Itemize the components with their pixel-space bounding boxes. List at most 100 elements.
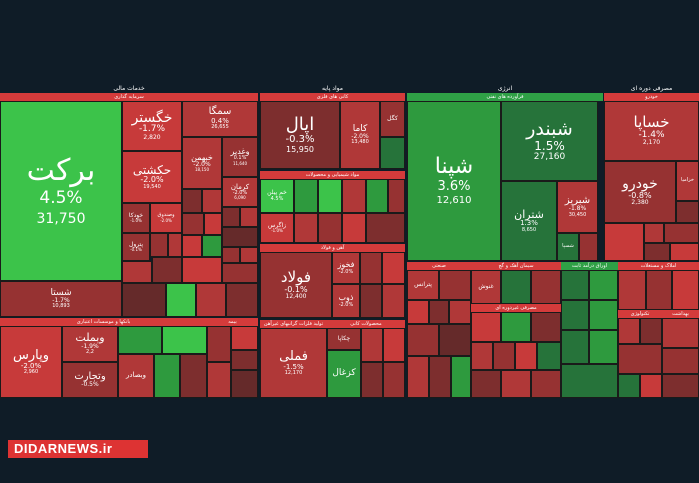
- tile-khodka[interactable]: خودکا -1.0%: [122, 203, 150, 233]
- tile-chekapa[interactable]: چکاپا: [327, 328, 361, 350]
- tile-cn-2[interactable]: [501, 312, 531, 342]
- tile-shasina[interactable]: شسپا: [557, 233, 579, 261]
- tile-small-16[interactable]: [182, 257, 222, 283]
- tile-small-4[interactable]: [204, 213, 222, 235]
- tile-cn-5[interactable]: [493, 342, 515, 370]
- tile-tel-3[interactable]: [662, 374, 699, 398]
- tile-zagros[interactable]: زاگرس -1.0%: [260, 213, 294, 243]
- tile-fi-1[interactable]: [561, 270, 589, 300]
- tile-ind-6[interactable]: [407, 324, 439, 356]
- tile-shasta[interactable]: شستا -1.7% 10,893: [0, 281, 122, 317]
- tile-small-13[interactable]: [240, 247, 258, 263]
- tile-ins-1[interactable]: [207, 326, 231, 362]
- tile-small-20[interactable]: [196, 283, 226, 317]
- tile-ins-2[interactable]: [231, 326, 258, 350]
- tile-re-1[interactable]: [618, 270, 646, 310]
- tile-tel-1[interactable]: [662, 318, 699, 348]
- tile-auto-7[interactable]: [664, 223, 699, 243]
- tile-small-15[interactable]: [152, 257, 182, 283]
- tile-fi-2[interactable]: [589, 270, 618, 300]
- tile-khodro[interactable]: خودرو -0.8% 2,380: [604, 161, 676, 223]
- tile-tel-2[interactable]: [662, 348, 699, 374]
- tile-agr-3[interactable]: [531, 270, 561, 304]
- tile-ind-8[interactable]: [407, 356, 429, 398]
- tile-fi-4[interactable]: [589, 300, 618, 330]
- tile-energy-6[interactable]: [579, 233, 598, 261]
- tile-minp-3[interactable]: [361, 328, 383, 362]
- tile-vapars[interactable]: وپارس -2.0% 2,960: [0, 326, 62, 398]
- tile-small-9[interactable]: [182, 235, 202, 257]
- tile-vtejarat[interactable]: وتجارت -0.5%: [62, 362, 118, 398]
- tile-cn-6[interactable]: [515, 342, 537, 370]
- tile-khazar[interactable]: خزامیا: [676, 161, 699, 201]
- tile-steel-6[interactable]: [360, 284, 382, 318]
- tile-cn-7[interactable]: [537, 342, 561, 370]
- tile-chem-5[interactable]: [366, 179, 388, 213]
- tile-fi-7[interactable]: [561, 364, 618, 398]
- tile-khamiya[interactable]: خم پیلن 4.5%: [260, 179, 294, 213]
- tile-small-17[interactable]: [222, 263, 258, 283]
- tile-cn-3[interactable]: [531, 312, 561, 342]
- tile-kama[interactable]: کاما -2.0% 13,480: [340, 101, 380, 169]
- tile-chem-4[interactable]: [342, 179, 366, 213]
- tile-small-19[interactable]: [166, 283, 196, 317]
- tile-chem-11[interactable]: [366, 213, 405, 243]
- tile-semga[interactable]: سمگا 0.4% 26,655: [182, 101, 258, 137]
- tile-zob[interactable]: ذوب -2.0%: [332, 284, 360, 318]
- tile-barakat[interactable]: برکت 4.5% 31,750: [0, 101, 122, 281]
- tile-ind-9[interactable]: [429, 356, 451, 398]
- tile-ind-4[interactable]: [429, 300, 449, 324]
- tile-small-11[interactable]: [222, 227, 258, 247]
- tile-minp-4[interactable]: [383, 328, 405, 362]
- tile-small-5[interactable]: [222, 207, 240, 227]
- tile-ind-2[interactable]: [439, 270, 471, 300]
- tile-small-12[interactable]: [222, 247, 240, 263]
- tile-auto-4[interactable]: [676, 201, 699, 223]
- tile-cn-1[interactable]: [471, 312, 501, 342]
- tile-chem-6[interactable]: [388, 179, 405, 213]
- tile-fameli[interactable]: فملی -1.5% 12,170: [260, 328, 327, 398]
- tile-ins-3[interactable]: [231, 350, 258, 370]
- tile-minp-5[interactable]: [361, 362, 383, 398]
- tile-chem-9[interactable]: [318, 213, 342, 243]
- tile-tech-1[interactable]: [618, 318, 640, 344]
- tile-re-3[interactable]: [672, 270, 699, 310]
- tile-chem-3[interactable]: [318, 179, 342, 213]
- tile-fi-6[interactable]: [589, 330, 618, 364]
- tile-cn-10[interactable]: [531, 370, 561, 398]
- tile-min-4[interactable]: [380, 137, 405, 169]
- tile-small-2[interactable]: [202, 189, 222, 213]
- tile-fulad[interactable]: فولاد -0.1% 12,400: [260, 252, 332, 318]
- tile-apal[interactable]: اپال -0.3% 15,950: [260, 101, 340, 169]
- tile-shepna[interactable]: شپنا 3.6% 12,610: [407, 101, 501, 261]
- tile-ind-10[interactable]: [451, 356, 471, 398]
- tile-chem-8[interactable]: [294, 213, 318, 243]
- tile-small-3[interactable]: [182, 213, 204, 235]
- tile-shabandar[interactable]: شبندر 1.5% 27,160: [501, 101, 598, 181]
- tile-vaghadir[interactable]: وغدیر 0.1% 11,640: [222, 137, 258, 177]
- tile-auto-6[interactable]: [644, 223, 664, 243]
- tile-bank-3[interactable]: [162, 326, 207, 354]
- tile-tech-5[interactable]: [640, 374, 662, 398]
- tile-ins-5[interactable]: [231, 370, 258, 398]
- tile-steel-4[interactable]: [360, 252, 382, 284]
- tile-small-18[interactable]: [122, 283, 166, 317]
- tile-auto-5[interactable]: [604, 223, 644, 261]
- tile-fakhoz[interactable]: فخوز -2.0%: [332, 252, 360, 284]
- tile-khgostar[interactable]: خگستر -1.7% 2,820: [122, 101, 182, 151]
- tile-vasandir[interactable]: وصندوق -2.0%: [150, 203, 182, 233]
- tile-bank-4[interactable]: [154, 354, 180, 398]
- tile-hekeshti[interactable]: حکشتی -2.0% 19,540: [122, 151, 182, 203]
- tile-re-2[interactable]: [646, 270, 672, 310]
- tile-vbmellat[interactable]: وبملت -1.9% 2,2: [62, 326, 118, 362]
- tile-khesafa[interactable]: غنوش: [471, 270, 501, 304]
- tile-cn-8[interactable]: [471, 370, 501, 398]
- tile-cn-9[interactable]: [501, 370, 531, 398]
- tile-ind-7[interactable]: [439, 324, 471, 356]
- tile-small-14[interactable]: [122, 261, 152, 283]
- tile-karman[interactable]: کرمان -2.0% 6,090: [222, 177, 258, 207]
- tile-ins-4[interactable]: [207, 362, 231, 398]
- tile-bantas[interactable]: پترانس: [407, 270, 439, 300]
- tile-vbsader[interactable]: وبصادر: [118, 354, 154, 398]
- tile-agr-2[interactable]: [501, 270, 531, 304]
